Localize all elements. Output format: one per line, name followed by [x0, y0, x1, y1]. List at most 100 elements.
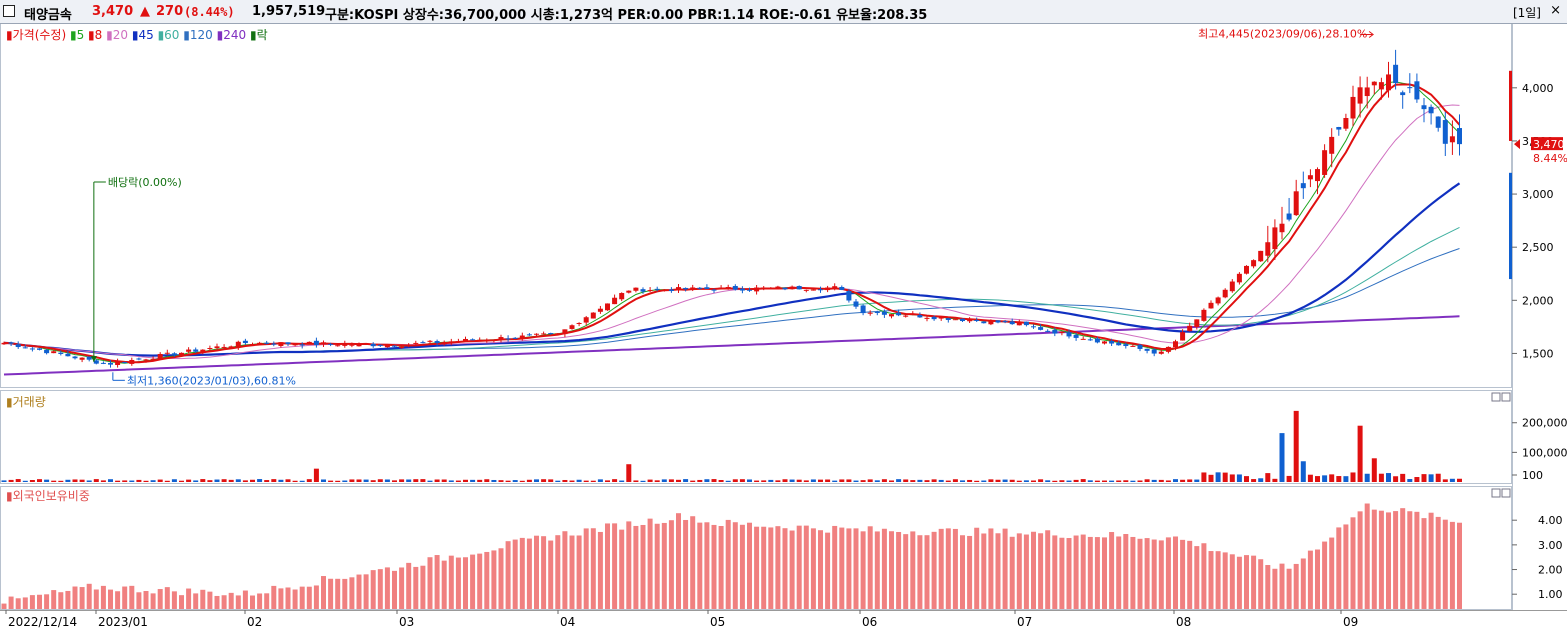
foreign-bar	[1286, 568, 1292, 609]
candle-body	[1244, 265, 1249, 274]
candle-body	[1350, 96, 1356, 119]
foreign-bar	[789, 530, 795, 609]
candle-body	[193, 349, 199, 352]
volume-bar	[470, 479, 476, 482]
foreign-bar	[1066, 538, 1072, 609]
volume-bar	[1222, 472, 1228, 482]
candle-body	[782, 287, 788, 290]
volume-bar	[732, 479, 738, 482]
candle-body	[853, 301, 859, 307]
volume-bar	[754, 480, 760, 482]
candle-body	[463, 338, 468, 342]
volume-bar	[129, 480, 135, 482]
candle-body	[605, 303, 610, 311]
volume-bar	[193, 480, 199, 482]
candle-body	[569, 325, 575, 329]
volume-bar	[796, 479, 802, 482]
candle-body	[264, 342, 270, 344]
foreign-bar	[1016, 533, 1022, 609]
day-range-up	[1509, 70, 1512, 141]
volume-bar	[775, 480, 781, 482]
xtick-label: 04	[560, 615, 575, 629]
volume-bar	[292, 480, 298, 482]
volume-bar	[477, 479, 483, 482]
candle-body	[867, 312, 873, 314]
foreign-bar	[1421, 518, 1427, 609]
foreign-bar	[874, 531, 880, 609]
foreign-bar	[1, 603, 7, 609]
volume-bar	[250, 479, 255, 482]
xtick-label: 05	[710, 615, 725, 629]
candle-body	[796, 286, 802, 290]
candle-body	[1286, 213, 1292, 220]
period-button[interactable]: [1일]	[1512, 6, 1541, 20]
candle-body	[498, 337, 504, 340]
volume-bar	[626, 464, 632, 482]
candle-body	[633, 287, 639, 291]
volume-bar	[420, 479, 426, 482]
candle-body	[242, 340, 248, 344]
xtick-label: 06	[862, 615, 877, 629]
volume-bar	[576, 479, 582, 482]
candle-body	[1322, 150, 1328, 175]
volume-bar	[995, 479, 1001, 482]
foreign-bar	[235, 595, 241, 609]
candle-body	[1, 342, 7, 345]
volume-bar	[519, 480, 525, 482]
volume-bar	[562, 479, 568, 482]
volume-bar	[122, 480, 128, 482]
volume-bar	[1457, 478, 1462, 482]
candle-body	[51, 351, 57, 354]
candle-body	[889, 314, 894, 317]
foreign-bar	[867, 526, 873, 609]
foreign-bar	[58, 592, 64, 609]
foreign-bar	[392, 570, 397, 609]
price-legend: ▮가격(수정) ▮5 ▮8 ▮20 ▮45 ▮60 ▮120 ▮240 ▮락	[6, 28, 268, 42]
foreign-bar	[448, 555, 454, 609]
candle-body	[179, 352, 184, 356]
foreign-bar	[747, 522, 752, 609]
candle-body	[1329, 136, 1335, 154]
candle-body	[186, 349, 192, 352]
foreign-bar	[683, 519, 689, 609]
volume-bar	[8, 479, 14, 482]
candle-body	[164, 352, 170, 354]
select-checkbox[interactable]	[3, 5, 15, 17]
foreign-bar	[1364, 503, 1370, 609]
foreign-bar	[832, 525, 838, 609]
candle-body	[363, 343, 369, 345]
dividend-arrow-icon	[90, 355, 97, 362]
volume-bar	[285, 479, 291, 482]
volume-bar	[697, 479, 703, 482]
candle-body	[427, 340, 433, 342]
day-range-down	[1509, 172, 1512, 280]
volume-bar	[1244, 476, 1249, 482]
candle-body	[590, 312, 596, 319]
foreign-bar	[356, 574, 362, 609]
candles	[1, 49, 1462, 368]
volume-bar	[683, 479, 689, 482]
volume-bar	[58, 480, 64, 482]
candle-body	[775, 286, 781, 289]
foreign-bar	[1222, 552, 1228, 609]
volume-bar	[455, 480, 461, 482]
foreign-bar	[896, 531, 902, 609]
legend-ma-20: ▮20	[106, 28, 129, 42]
foreign-bar	[1428, 512, 1434, 609]
candle-body	[626, 290, 632, 293]
volume-bar	[1400, 473, 1406, 482]
foreign-bar	[853, 528, 859, 609]
candle-body	[881, 311, 887, 315]
candle-body	[612, 297, 618, 305]
close-icon[interactable]: ×	[1550, 3, 1561, 18]
volume-bar	[51, 480, 57, 482]
volume-bar	[1016, 480, 1022, 482]
ma-20-line	[3, 104, 1460, 360]
candle-body	[846, 291, 852, 301]
foreign-bar	[470, 554, 476, 609]
foreign-bar	[335, 578, 341, 609]
candle-body	[1265, 242, 1271, 256]
foreign-bar	[605, 523, 610, 609]
candle-body	[15, 344, 21, 348]
candle-body	[1407, 87, 1413, 89]
